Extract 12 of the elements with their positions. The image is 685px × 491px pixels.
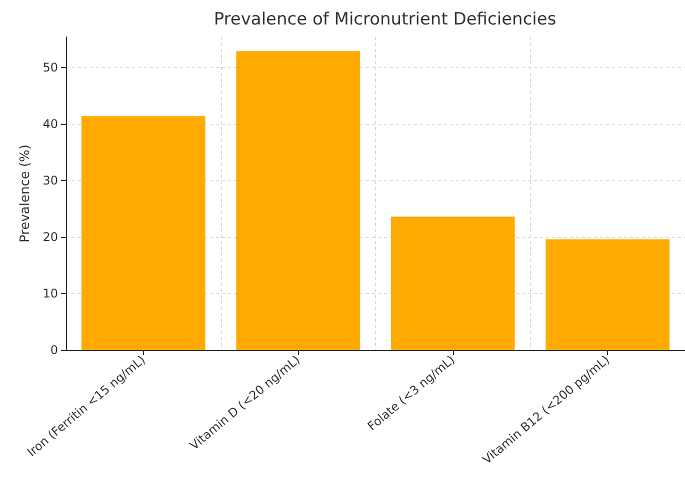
y-tick-label: 20: [42, 230, 58, 244]
chart-title: Prevalence of Micronutrient Deficiencies: [214, 10, 556, 30]
bar: [546, 239, 670, 350]
y-tick-label: 10: [42, 286, 58, 300]
y-tick-label: 30: [42, 174, 58, 188]
y-tick-label: 40: [42, 117, 58, 132]
y-tick-label: 0: [50, 343, 58, 357]
bar: [236, 51, 360, 350]
y-axis-title: Prevalence (%): [18, 144, 33, 242]
bar: [390, 216, 515, 350]
bar: [81, 116, 206, 350]
y-tick-label: 50: [42, 60, 58, 75]
